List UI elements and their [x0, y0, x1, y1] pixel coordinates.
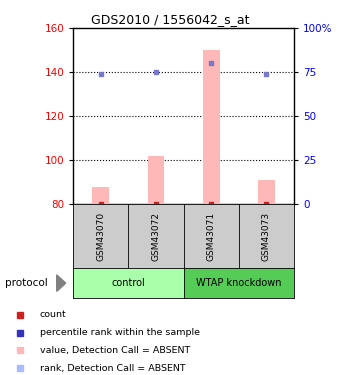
Text: percentile rank within the sample: percentile rank within the sample: [40, 328, 200, 337]
Bar: [148, 156, 164, 204]
Bar: [203, 50, 220, 204]
Text: count: count: [40, 310, 67, 319]
Text: rank, Detection Call = ABSENT: rank, Detection Call = ABSENT: [40, 364, 185, 373]
Bar: [92, 187, 109, 204]
Text: control: control: [112, 278, 145, 288]
Text: GSM43070: GSM43070: [96, 211, 105, 261]
Text: protocol: protocol: [5, 278, 48, 288]
Text: value, Detection Call = ABSENT: value, Detection Call = ABSENT: [40, 346, 190, 355]
Text: WTAP knockdown: WTAP knockdown: [196, 278, 282, 288]
Text: GSM43072: GSM43072: [152, 212, 160, 261]
Bar: [258, 180, 275, 204]
Text: GSM43073: GSM43073: [262, 211, 271, 261]
Text: GSM43071: GSM43071: [207, 211, 216, 261]
Text: GDS2010 / 1556042_s_at: GDS2010 / 1556042_s_at: [91, 13, 249, 26]
Polygon shape: [57, 275, 66, 291]
